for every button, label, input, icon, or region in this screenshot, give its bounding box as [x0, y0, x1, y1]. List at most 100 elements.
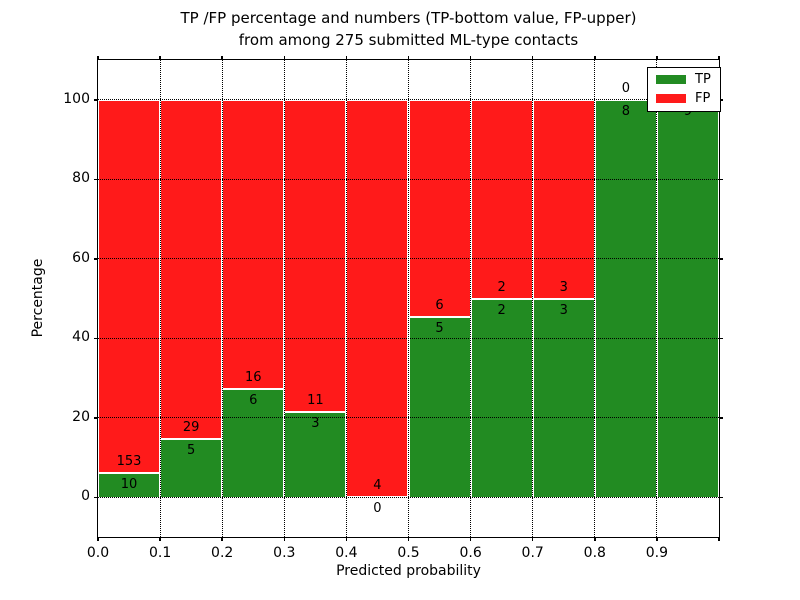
x-tick-label: 0.6: [459, 545, 482, 561]
y-tick-label: 80: [72, 170, 90, 187]
x-tick-mark: [469, 56, 472, 60]
fp-bar-segment: [532, 99, 595, 299]
legend-entry-tp: TP: [656, 73, 711, 86]
y-tick-mark: [719, 496, 723, 498]
y-tick-mark: [94, 178, 98, 180]
fp-bar-segment: [470, 99, 533, 299]
horizontal-gridline: [98, 496, 719, 498]
x-tick-label: 0.3: [273, 545, 296, 561]
vertical-gridline: [283, 60, 285, 537]
y-tick-mark: [719, 258, 723, 260]
fp-count-label: 6: [435, 297, 444, 313]
vertical-gridline: [408, 60, 409, 537]
y-tick-mark: [94, 417, 98, 419]
tp-bar-segment: [408, 316, 471, 498]
x-tick-label: 0.4: [335, 545, 358, 561]
x-tick-label: 0.0: [86, 545, 110, 561]
vertical-gridline: [159, 60, 161, 537]
y-tick-label: 0: [81, 488, 90, 505]
fp-bar-segment: [160, 99, 223, 439]
x-tick-label: 0.7: [521, 545, 544, 561]
vertical-gridline: [594, 60, 596, 537]
x-tick-mark: [594, 56, 596, 60]
x-tick-mark: [283, 537, 286, 541]
x-tick-mark: [656, 56, 658, 60]
x-tick-mark: [656, 537, 658, 541]
x-tick-mark: [718, 537, 720, 541]
fp-count-label: 0: [621, 80, 630, 96]
tp-bar-segment: [470, 298, 533, 498]
tp-bar-segment: [594, 99, 657, 498]
y-tick-mark: [94, 99, 98, 101]
fp-bar-segment: [222, 99, 285, 389]
y-tick-mark: [719, 337, 723, 339]
fp-legend-swatch-icon: [656, 94, 686, 103]
x-tick-mark: [159, 537, 161, 541]
tp-count-label: 2: [497, 302, 506, 318]
tp-count-label: 5: [187, 442, 196, 458]
y-tick-mark: [94, 496, 98, 498]
y-tick-mark: [719, 178, 723, 180]
tp-count-label: 5: [435, 320, 444, 336]
legend-entry-fp: FP: [656, 92, 711, 105]
x-tick-label: 0.9: [645, 545, 669, 561]
fp-count-label: 153: [116, 453, 142, 469]
x-tick-mark: [97, 537, 99, 541]
fp-count-label: 4: [373, 478, 382, 494]
horizontal-gridline: [98, 337, 719, 339]
y-tick-label: 20: [72, 408, 90, 425]
horizontal-gridline: [98, 417, 719, 419]
x-tick-mark: [407, 56, 410, 60]
fp-bar-segment: [98, 99, 161, 473]
x-tick-mark: [531, 537, 534, 541]
x-tick-label: 0.8: [583, 545, 606, 561]
tp-bar-segment: [532, 298, 595, 498]
tp-legend-label: TP: [695, 72, 711, 87]
tp-bar-segment: [284, 412, 347, 498]
y-tick-label: 40: [72, 329, 90, 346]
chart-title-line2: from among 275 submitted ML-type contact…: [238, 31, 579, 49]
horizontal-gridline: [98, 178, 719, 180]
x-tick-mark: [718, 56, 720, 60]
x-tick-label: 0.5: [397, 545, 420, 561]
y-tick-label: 100: [63, 90, 90, 107]
x-tick-mark: [594, 537, 596, 541]
y-tick-mark: [94, 258, 98, 260]
vertical-gridline: [221, 60, 223, 537]
fp-bar-segment: [284, 99, 347, 413]
x-tick-mark: [345, 537, 348, 541]
vertical-gridline: [345, 60, 347, 537]
vertical-gridline: [470, 60, 472, 537]
x-tick-mark: [221, 537, 223, 541]
fp-count-label: 2: [497, 279, 506, 295]
x-tick-mark: [283, 56, 286, 60]
tp-count-label: 10: [120, 476, 138, 492]
tp-bar-segment: [222, 388, 285, 498]
x-tick-mark: [97, 56, 99, 60]
fp-count-label: 29: [182, 419, 200, 435]
horizontal-gridline: [98, 99, 719, 101]
fp-count-label: 3: [559, 279, 568, 295]
y-tick-mark: [719, 99, 723, 101]
x-tick-mark: [159, 56, 161, 60]
y-axis-label: Percentage: [30, 258, 46, 338]
chart-title: TP /FP percentage and numbers (TP-bottom…: [98, 7, 719, 51]
fp-count-label: 11: [307, 393, 324, 409]
fp-bar-segment: [408, 99, 471, 317]
y-tick-label: 60: [72, 249, 90, 266]
tp-bar-segment: [160, 438, 223, 498]
tp-count-label: 3: [311, 416, 320, 432]
legend: TP FP: [647, 67, 721, 112]
tp-bar-segment: [656, 99, 719, 498]
chart-title-line1: TP /FP percentage and numbers (TP-bottom…: [180, 9, 637, 27]
x-tick-mark: [469, 537, 472, 541]
x-tick-mark: [407, 537, 410, 541]
vertical-gridline: [656, 60, 658, 537]
x-axis-label: Predicted probability: [336, 563, 481, 579]
x-tick-label: 0.1: [148, 545, 172, 561]
tp-bar-segment: [98, 472, 161, 498]
plot-area: 15310295166113406522330809: [96, 58, 720, 538]
x-tick-mark: [531, 56, 534, 60]
tp-count-label: 6: [249, 392, 258, 408]
